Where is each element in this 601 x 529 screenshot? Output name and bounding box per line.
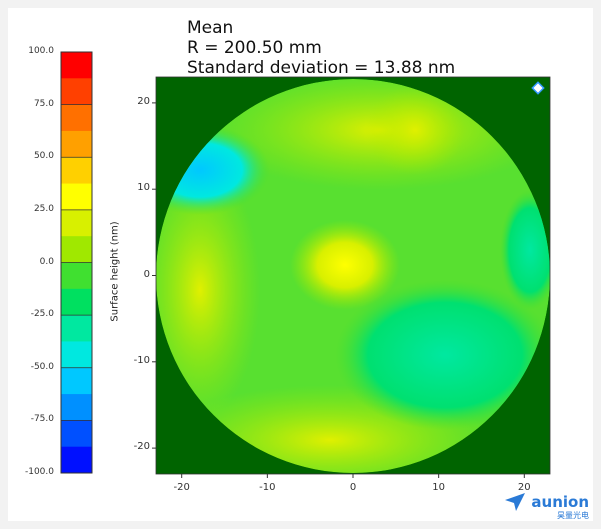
colorbar-segment: [61, 236, 92, 263]
plot-frame: [155, 76, 551, 475]
colorbar-segment: [61, 446, 92, 474]
y-axis-label: Surface height (nm): [109, 221, 121, 322]
title-line-3: Standard deviation = 13.88 nm: [187, 58, 456, 78]
colorbar-tick-label: 75.0: [33, 98, 54, 109]
colorbar-segment: [61, 341, 92, 369]
colorbar-segment: [61, 183, 92, 211]
x-tick-label: -20: [173, 482, 190, 493]
colorbar-tick-label: 50.0: [33, 151, 54, 162]
x-tick-marks: [181, 474, 525, 478]
y-tick-label: 10: [137, 182, 150, 194]
colorbar-tick-label: -25.0: [30, 309, 54, 320]
colorbar-segment: [61, 157, 92, 185]
title-line-1: Mean: [187, 18, 234, 38]
logo-icon: [505, 493, 526, 511]
x-tick-label: 10: [432, 482, 445, 493]
right-plateau: [335, 280, 550, 430]
colorbar-segment: [61, 262, 92, 290]
colorbar-tick-label: 100.0: [28, 46, 54, 56]
colorbar-tick-label: -50.0: [30, 361, 54, 372]
y-tick-marks: [152, 102, 156, 449]
marker-diamond: [531, 81, 545, 95]
brand-sub: 昊量光电: [557, 511, 589, 520]
colorbar-segment: [61, 367, 92, 395]
title-line-2: R = 200.50 mm: [187, 38, 322, 58]
colorbar-segment: [61, 78, 92, 106]
colorbar-segment: [61, 288, 92, 316]
y-tick-label: 0: [143, 268, 150, 280]
colorbar-tick-label: -100.0: [24, 467, 54, 477]
colorbar-tick-label: -75.0: [30, 414, 54, 425]
right-edge: [500, 190, 550, 310]
x-tick-label: -10: [259, 482, 276, 493]
y-tick-label: -10: [133, 354, 150, 366]
center-peak: [290, 220, 400, 310]
colorbar-segment: [61, 420, 92, 448]
colorbar-tick-label: 25.0: [33, 203, 54, 214]
plot-area: [152, 76, 551, 478]
colorbar-segment: [61, 394, 92, 421]
colorbar-segment: [61, 104, 92, 132]
brand-logo: aunion 昊量光电: [504, 492, 589, 522]
x-tick-label: 0: [349, 482, 357, 493]
brand-name: aunion: [531, 492, 589, 511]
colorbar: [60, 51, 93, 474]
x-tick-label: 20: [517, 482, 531, 493]
colorbar-tick-label: 0.0: [39, 256, 54, 267]
upper-right-patch: [365, 85, 465, 175]
colorbar-segment: [61, 209, 92, 237]
y-tick-label: 20: [137, 95, 150, 107]
colorbar-segment: [61, 130, 92, 158]
colorbar-segment: [61, 315, 92, 342]
colorbar-segment: [61, 52, 92, 79]
y-tick-label: -20: [133, 441, 150, 453]
